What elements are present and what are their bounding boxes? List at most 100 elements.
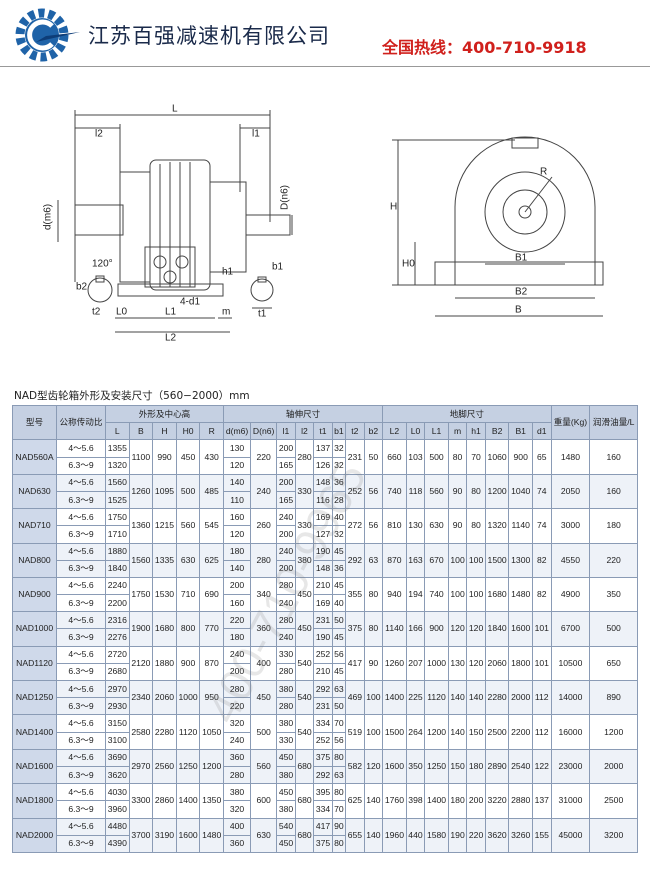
dim-label: L1	[165, 307, 177, 318]
value-cell: 2240	[105, 576, 130, 596]
value-cell: 330	[294, 473, 315, 510]
value-cell: 1840	[105, 559, 130, 578]
value-cell: 80	[447, 439, 468, 475]
value-cell: 680	[294, 817, 315, 853]
value-cell: 130	[222, 439, 252, 458]
value-cell: 1120	[424, 679, 449, 716]
ratio-cell: 6.3～9	[55, 662, 107, 682]
value-cell: 280	[294, 439, 315, 475]
table-row: NAD2000 4～5.6 4480 3700 3190 1600 1480 400 630 54…	[12, 817, 638, 853]
value-cell: 3260	[508, 817, 533, 853]
ratio-cell: 6.3～9	[55, 456, 107, 475]
value-cell: 770	[199, 611, 224, 647]
value-cell: 231	[345, 439, 365, 475]
value-cell: 225	[405, 679, 426, 716]
value-cell: 360	[250, 611, 278, 647]
value-cell: 120	[447, 611, 468, 647]
value-cell: 50	[363, 439, 384, 475]
value-cell: 2860	[152, 783, 177, 819]
value-cell: 380	[276, 800, 296, 819]
value-cell: 45000	[550, 817, 591, 853]
value-cell: 600	[250, 783, 278, 819]
value-cell: 450	[250, 679, 278, 716]
value-cell: 65	[532, 439, 552, 475]
ratio-cell: 4～5.6	[55, 783, 107, 802]
table-caption: NAD型齿轮箱外形及安装尺寸（560−2000）mm	[14, 390, 250, 402]
model-cell: NAD1600	[12, 748, 57, 785]
value-cell: 1320	[484, 508, 510, 544]
value-cell: 140	[447, 714, 468, 750]
sub-header: B	[128, 422, 154, 441]
value-cell: 120	[363, 748, 384, 785]
value-cell: 103	[405, 439, 426, 475]
value-cell: 450	[276, 834, 296, 853]
value-cell: 450	[294, 576, 315, 613]
value-cell: 110	[222, 490, 252, 510]
value-cell: 1400	[175, 783, 201, 819]
value-cell: 70	[466, 439, 486, 475]
value-cell: 36	[331, 473, 347, 492]
value-cell: 220	[222, 611, 252, 630]
value-cell: 100	[363, 679, 384, 716]
value-cell: 180	[222, 542, 252, 561]
value-cell: 1140	[508, 508, 533, 544]
value-cell: 220	[589, 542, 638, 578]
value-cell: 3300	[128, 783, 154, 819]
value-cell: 150	[466, 714, 486, 750]
table-row: NAD1400 4～5.6 3150 2580 2280 1120 1050 320 500 38…	[12, 714, 638, 750]
value-cell: 1750	[128, 576, 154, 613]
value-cell: 31000	[550, 783, 591, 819]
value-cell: 3690	[105, 748, 130, 767]
ratio-cell: 6.3～9	[55, 490, 107, 510]
model-cell: NAD800	[12, 542, 57, 578]
value-cell: 140	[222, 473, 252, 492]
sub-header: l1	[276, 422, 296, 441]
value-cell: 380	[294, 542, 315, 578]
value-cell: 2930	[105, 697, 130, 716]
value-cell: 800	[175, 611, 201, 647]
ratio-cell: 4～5.6	[55, 679, 107, 699]
table-row: NAD1800 4～5.6 4030 3300 2860 1400 1350 380 600 45…	[12, 783, 638, 819]
ratio-cell: 4～5.6	[55, 817, 107, 836]
value-cell: 3200	[589, 817, 638, 853]
value-cell: 2720	[105, 645, 130, 664]
value-cell: 3620	[484, 817, 510, 853]
value-cell: 90	[447, 473, 468, 510]
sub-header: H	[152, 422, 177, 441]
value-cell: 82	[532, 576, 552, 613]
value-cell: 23000	[550, 748, 591, 785]
value-cell: 80	[331, 748, 347, 767]
value-cell: 485	[199, 473, 224, 510]
ratio-cell: 6.3～9	[55, 594, 107, 613]
value-cell: 122	[532, 748, 552, 785]
model-cell: NAD710	[12, 508, 57, 544]
dim-label: L0	[116, 307, 128, 318]
value-cell: 1880	[152, 645, 177, 682]
value-cell: 3150	[105, 714, 130, 733]
divider	[0, 66, 650, 67]
table-row: 6.3～9 1525 110 165 116 28	[13, 490, 638, 510]
value-cell: 63	[363, 542, 384, 578]
value-cell: 400	[250, 645, 278, 682]
sub-header: d1	[532, 422, 552, 441]
value-cell: 180	[447, 783, 468, 819]
sub-header: R	[199, 422, 224, 441]
model-cell: NAD1250	[12, 679, 57, 716]
value-cell: 165	[276, 456, 296, 475]
value-cell: 137	[532, 783, 552, 819]
sub-header: L1	[424, 422, 449, 441]
value-cell: 1060	[484, 439, 510, 475]
value-cell: 140	[363, 817, 384, 853]
column-header: 型号	[12, 404, 57, 441]
value-cell: 160	[589, 473, 638, 510]
value-cell: 120	[222, 456, 252, 475]
value-cell: 660	[382, 439, 407, 475]
value-cell: 417	[345, 645, 365, 682]
value-cell: 1880	[105, 542, 130, 561]
value-cell: 1900	[128, 611, 154, 647]
value-cell: 280	[276, 662, 296, 682]
ratio-cell: 6.3～9	[55, 834, 107, 853]
value-cell: 334	[313, 800, 333, 819]
value-cell: 519	[345, 714, 365, 750]
column-header: 公称传动比	[55, 404, 107, 441]
